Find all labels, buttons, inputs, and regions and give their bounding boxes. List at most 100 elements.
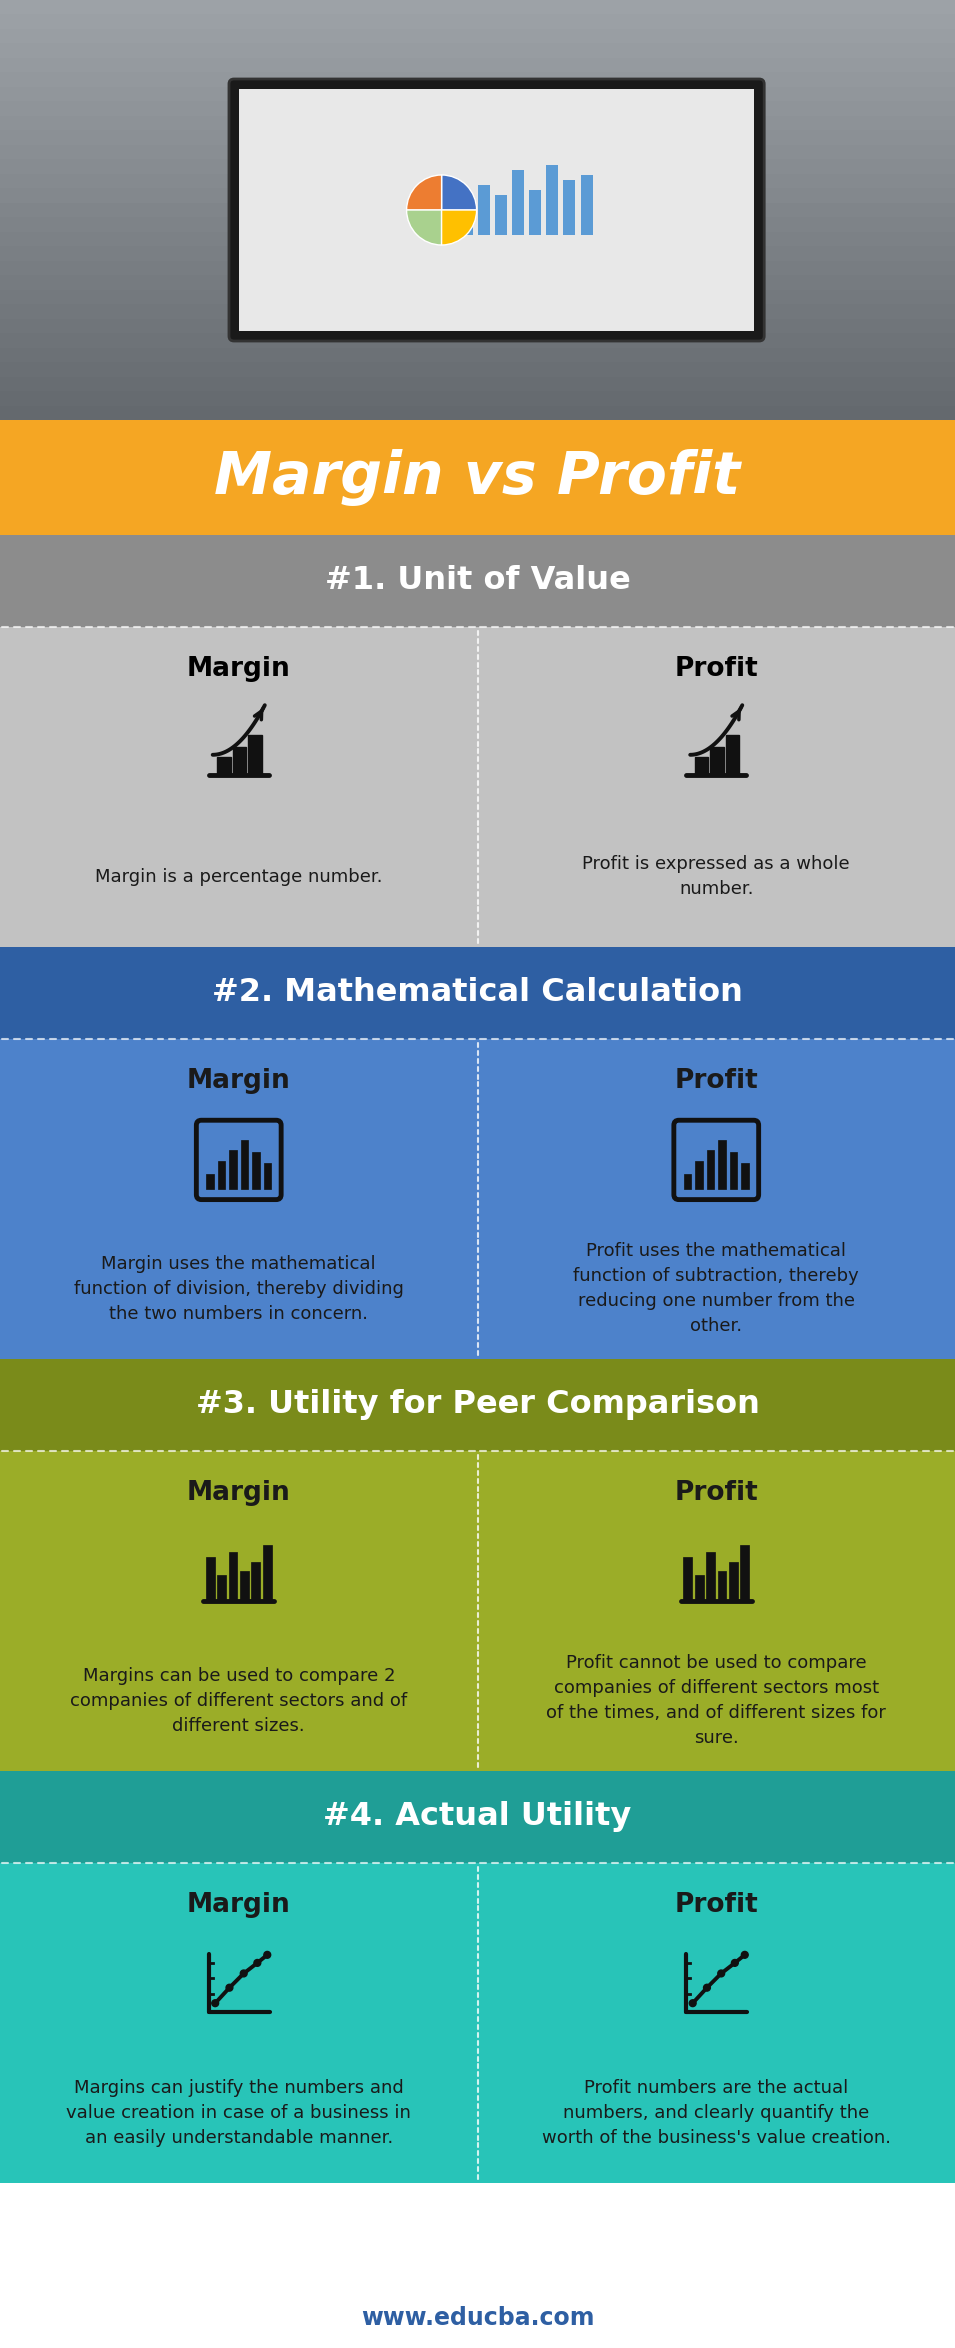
Text: #2. Mathematical Calculation: #2. Mathematical Calculation: [212, 977, 743, 1010]
Bar: [0, 183, 955, 202]
Bar: [241, 1141, 248, 1188]
Bar: [0, 329, 955, 348]
Bar: [229, 1151, 237, 1188]
Bar: [206, 1174, 214, 1188]
Bar: [0, 23, 955, 45]
Circle shape: [212, 2000, 219, 2008]
Text: Profit uses the mathematical
function of subtraction, thereby
reducing one numbe: Profit uses the mathematical function of…: [573, 1242, 860, 1336]
Text: Margins can be used to compare 2
companies of different sectors and of
different: Margins can be used to compare 2 compani…: [70, 1667, 408, 1735]
Bar: [546, 164, 559, 235]
Bar: [0, 1770, 955, 1862]
Circle shape: [241, 1970, 247, 1977]
Circle shape: [718, 1970, 725, 1977]
Bar: [228, 1552, 238, 1601]
Bar: [240, 1571, 249, 1601]
Bar: [0, 228, 955, 247]
Text: Margin uses the mathematical
function of division, thereby dividing
the two numb: Margin uses the mathematical function of…: [74, 1254, 404, 1322]
Circle shape: [226, 1984, 233, 1991]
Circle shape: [254, 1961, 261, 1965]
Bar: [729, 1561, 738, 1601]
Text: Profit: Profit: [674, 655, 758, 681]
Bar: [218, 1160, 225, 1188]
Bar: [512, 169, 524, 235]
Text: #1. Unit of Value: #1. Unit of Value: [325, 566, 630, 596]
Circle shape: [264, 1951, 270, 1958]
Wedge shape: [441, 176, 477, 209]
Circle shape: [732, 1961, 738, 1965]
Bar: [0, 96, 955, 115]
Bar: [563, 181, 576, 235]
Bar: [495, 195, 507, 235]
Bar: [0, 1451, 955, 1770]
Bar: [0, 284, 955, 305]
Bar: [0, 9, 955, 28]
Bar: [0, 357, 955, 376]
Bar: [0, 535, 955, 627]
Bar: [217, 758, 231, 775]
Bar: [0, 1359, 955, 1451]
Text: Margin vs Profit: Margin vs Profit: [215, 448, 740, 507]
Text: Margins can justify the numbers and
value creation in case of a business in
an e: Margins can justify the numbers and valu…: [66, 2078, 412, 2146]
Bar: [726, 735, 739, 775]
Bar: [0, 1862, 955, 2184]
Text: Margin: Margin: [187, 1892, 290, 1918]
Bar: [0, 402, 955, 420]
Bar: [460, 204, 473, 235]
FancyBboxPatch shape: [229, 80, 764, 340]
Text: Profit: Profit: [674, 1068, 758, 1094]
Bar: [0, 1040, 955, 1359]
Text: Profit is expressed as a whole
number.: Profit is expressed as a whole number.: [583, 855, 850, 897]
Bar: [0, 141, 955, 160]
Bar: [707, 1151, 714, 1188]
Bar: [248, 735, 262, 775]
Bar: [251, 1561, 261, 1601]
Wedge shape: [407, 176, 441, 209]
Bar: [0, 270, 955, 289]
Bar: [695, 1160, 703, 1188]
Bar: [730, 1153, 737, 1188]
Bar: [740, 1545, 750, 1601]
Bar: [0, 54, 955, 73]
Circle shape: [704, 1984, 711, 1991]
Text: Profit cannot be used to compare
companies of different sectors most
of the time: Profit cannot be used to compare compani…: [546, 1653, 886, 1747]
Text: #3. Utility for Peer Comparison: #3. Utility for Peer Comparison: [196, 1390, 759, 1421]
Text: Margin is a percentage number.: Margin is a percentage number.: [95, 869, 383, 885]
Bar: [264, 1162, 271, 1188]
Bar: [683, 1557, 692, 1601]
Bar: [205, 1557, 215, 1601]
Bar: [741, 1162, 749, 1188]
Bar: [0, 256, 955, 275]
Bar: [0, 214, 955, 232]
Bar: [0, 0, 955, 14]
Text: Margin: Margin: [187, 1068, 290, 1094]
Bar: [706, 1552, 715, 1601]
Text: #4. Actual Utility: #4. Actual Utility: [324, 1801, 631, 1831]
Bar: [581, 176, 593, 235]
Circle shape: [741, 1951, 748, 1958]
Bar: [0, 110, 955, 131]
Text: Profit: Profit: [674, 1479, 758, 1505]
Bar: [0, 127, 955, 146]
Bar: [0, 40, 955, 59]
Bar: [263, 1545, 272, 1601]
Bar: [0, 627, 955, 946]
Bar: [217, 1576, 226, 1601]
Bar: [0, 197, 955, 218]
Bar: [0, 387, 955, 406]
Bar: [0, 2287, 955, 2348]
Bar: [718, 1141, 726, 1188]
Bar: [0, 315, 955, 333]
Bar: [0, 343, 955, 362]
Bar: [0, 82, 955, 101]
Bar: [711, 747, 724, 775]
Bar: [0, 301, 955, 319]
Circle shape: [690, 2000, 696, 2008]
Text: Profit numbers are the actual
numbers, and clearly quantify the
worth of the bus: Profit numbers are the actual numbers, a…: [541, 2078, 891, 2146]
Bar: [0, 420, 955, 535]
Bar: [478, 185, 490, 235]
Bar: [0, 242, 955, 261]
Bar: [684, 1174, 691, 1188]
Bar: [717, 1571, 727, 1601]
Bar: [0, 68, 955, 87]
Text: Margin: Margin: [187, 1479, 290, 1505]
